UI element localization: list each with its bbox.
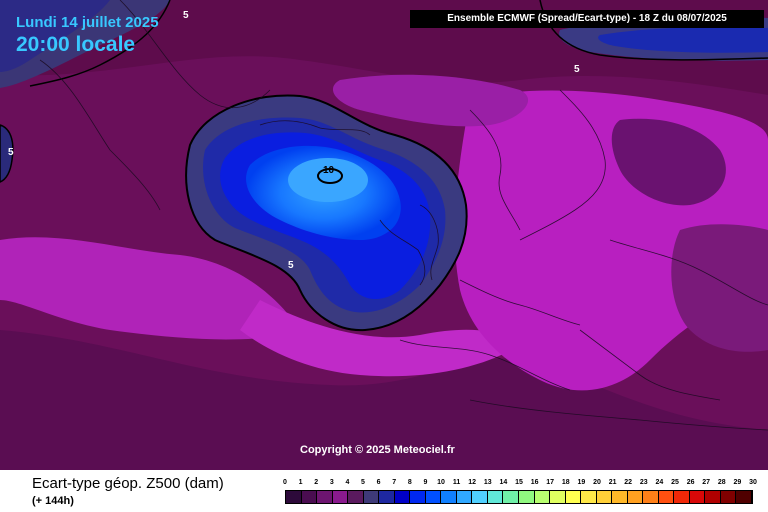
legend-label: 29 <box>733 479 742 486</box>
legend-swatch <box>487 491 504 503</box>
legend-label: 19 <box>577 479 586 486</box>
color-legend <box>285 490 753 504</box>
legend-swatch <box>581 491 597 503</box>
legend-label: 25 <box>671 479 679 486</box>
legend-label: 0 <box>283 479 287 486</box>
legend-swatch <box>612 491 628 503</box>
legend-label: 26 <box>686 479 695 486</box>
copyright: Copyright © 2025 Meteociel.fr <box>300 444 455 456</box>
legend-label: 24 <box>655 479 664 486</box>
model-run-header: Ensemble ECMWF (Spread/Ecart-type) - 18 … <box>410 10 764 28</box>
spread-zone-east <box>671 224 768 352</box>
legend-swatch <box>720 491 737 503</box>
legend-label: 10 <box>437 479 445 486</box>
legend-label: 28 <box>717 479 726 486</box>
parameter-title: Ecart-type géop. Z500 (dam) <box>32 475 224 492</box>
legend-label: 6 <box>376 479 381 486</box>
legend-label: 30 <box>749 479 757 486</box>
legend-swatch <box>363 491 380 503</box>
contour-label-10: 10 <box>323 165 335 176</box>
legend-label: 15 <box>515 479 523 486</box>
spread-zone-greenland <box>0 0 110 72</box>
spread-zone-scandinavia-core <box>611 118 726 206</box>
legend-swatch <box>348 491 364 503</box>
legend-label: 4 <box>345 479 350 486</box>
spread-zone-low-peak <box>288 158 368 202</box>
contour-label-5-left: 5 <box>8 147 14 158</box>
legend-swatch <box>379 491 395 503</box>
legend-swatch <box>518 491 535 503</box>
spread-zone-atlantic-west <box>0 237 300 340</box>
legend-label: 7 <box>392 479 397 486</box>
spread-zone-atlantic-south <box>240 300 520 377</box>
legend-label: 17 <box>546 479 555 486</box>
legend-label: 12 <box>468 479 477 486</box>
forecast-range: (+ 144h) <box>32 495 74 507</box>
legend-swatch <box>534 491 551 503</box>
legend-swatch <box>689 491 706 503</box>
legend-swatch <box>643 491 659 503</box>
legend-swatch <box>441 491 457 503</box>
spread-zone-north-atlantic <box>332 74 529 127</box>
contour-line-north <box>29 0 171 87</box>
legend-swatch <box>503 491 519 503</box>
legend-label: 27 <box>702 479 711 486</box>
legend-swatch <box>550 491 566 503</box>
legend-label: 13 <box>483 479 492 486</box>
legend-label: 2 <box>314 479 319 486</box>
legend-label: 1 <box>298 479 303 486</box>
contour-label-5-right: 5 <box>574 64 580 75</box>
legend-swatch <box>472 491 488 503</box>
legend-label: 11 <box>452 479 461 486</box>
spread-zone-northeast-core <box>598 27 768 53</box>
legend-label: 5 <box>361 479 365 486</box>
spread-map: 5 5 5 5 10 <box>0 0 768 470</box>
legend-label: 21 <box>608 479 617 486</box>
legend-label: 9 <box>423 479 428 486</box>
legend-swatch <box>565 491 582 503</box>
legend-swatch <box>627 491 644 503</box>
valid-time: 20:00 locale <box>16 33 136 56</box>
contour-label-5-top: 5 <box>183 10 189 21</box>
legend-swatch <box>301 491 318 503</box>
legend-swatch <box>286 491 302 503</box>
legend-swatch <box>410 491 426 503</box>
contour-label-5-low: 5 <box>288 260 294 271</box>
legend-swatch <box>317 491 333 503</box>
valid-date: Lundi 14 juillet 2025 <box>16 14 159 31</box>
spread-max-contour <box>317 168 343 184</box>
legend-label: 20 <box>593 479 601 486</box>
legend-swatch <box>736 491 752 503</box>
legend-swatch <box>425 491 442 503</box>
legend-swatch <box>332 491 349 503</box>
legend-swatch <box>658 491 675 503</box>
legend-label: 14 <box>499 479 508 486</box>
legend-labels: 0 1 2 3 4 5 6 7 8 9 10 11 12 13 14 15 16 17 18 19 20 21 22 23 24… <box>280 479 758 489</box>
legend-label: 16 <box>530 479 539 486</box>
legend-label: 8 <box>407 479 412 486</box>
legend-label: 22 <box>624 479 633 486</box>
spread-zone-west-edge <box>0 124 14 183</box>
legend-label: 3 <box>329 479 334 486</box>
legend-label: 23 <box>639 479 648 486</box>
legend-swatch <box>456 491 473 503</box>
legend-swatch <box>394 491 411 503</box>
legend-swatch <box>705 491 721 503</box>
spread-zone-south <box>0 330 768 470</box>
legend-label: 18 <box>561 479 570 486</box>
coastlines <box>39 0 768 431</box>
legend-swatch <box>674 491 690 503</box>
legend-swatch <box>596 491 613 503</box>
